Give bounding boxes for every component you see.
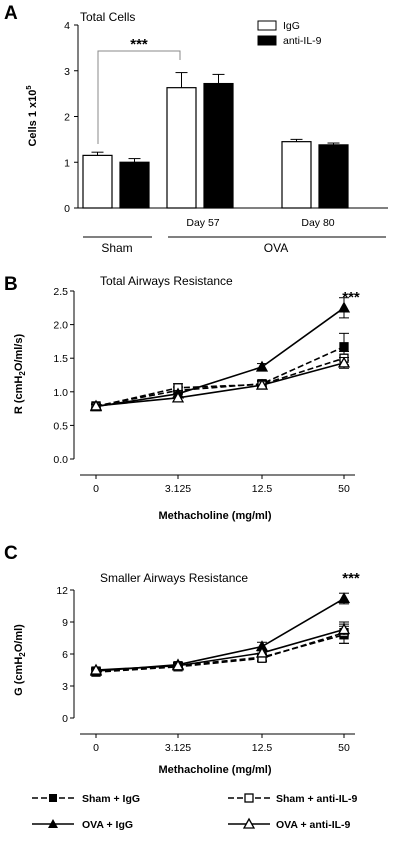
bar-anti-il9 [203,82,234,209]
panel-b-data-point [171,391,185,403]
panel-b-x-tick-label: 0 [93,483,99,495]
panel-b-letter: B [4,274,18,295]
panel-c-data-point [337,592,351,604]
panel-b-y-label: R (cmH2O/ml/s) [13,334,27,415]
legend-ova-igg-label: OVA + IgG [82,819,133,831]
panel-c-data-point [171,659,185,671]
panel-a-y-tick-label: 3 [64,66,70,78]
panel-b-x-tick-label: 3.125 [165,483,191,495]
panel-a-title: Total Cells [80,10,135,24]
panel-b-y-tick-label: 1.5 [53,353,68,365]
panel-a: A Total Cells 0 1 2 3 4 Cells 1 x105 *** IgG… [4,3,388,255]
day80-label: Day 80 [301,217,334,229]
panel-b-data-point [255,360,269,372]
legend-ova-anti-marker [242,817,256,829]
panel-a-letter: A [4,3,18,24]
legend-anti-il9-label: anti-IL-9 [283,35,322,47]
panel-c-data-point [89,663,103,675]
panel-a-sig-bracket [97,50,181,144]
bar-anti-il9 [318,144,349,209]
panel-a-y-tick-label: 0 [64,203,70,215]
ova-group-label: OVA [264,241,288,255]
panel-a-y-tick-label: 1 [64,157,70,169]
panel-b-y-tick-label: 0.5 [53,420,68,432]
panel-b-x-tick-label: 50 [338,483,350,495]
panel-c-data-point [337,623,351,635]
panel-b-data-point [339,342,349,352]
panel-c-y-tick-label: 9 [62,617,68,629]
panel-c-x-label: Methacholine (mg/ml) [158,764,271,776]
panel-b-y-tick-label: 2.5 [53,286,68,298]
panel-b-data-point [255,378,269,390]
sham-group-label: Sham [101,241,132,255]
panel-a-y-ticks: 0 1 2 3 4 [64,20,78,215]
panel-b-y-tick-label: 2.0 [53,320,68,332]
panel-b-plot: 0.0 0.5 1.0 1.5 2.0 2.5 0 3.125 12.5 50 [53,286,355,495]
panel-b-x-label: Methacholine (mg/ml) [158,510,271,522]
panel-c-x-tick-label: 3.125 [165,742,191,754]
legend-sham-igg-label: Sham + IgG [82,793,140,805]
panel-b-series-line [95,346,345,407]
panel-c-series-line [95,631,345,673]
legend-sham-anti-marker [244,793,254,803]
panel-b-y-tick-label: 0.0 [53,454,68,466]
panel-a-y-label: Cells 1 x105 [24,85,39,146]
panel-c-y-tick-label: 12 [56,585,68,597]
panel-c-plot: 0 3 6 9 12 0 3.125 12.5 50 [56,585,355,754]
panel-b-sig-annotation: *** [342,289,360,306]
bar-igg [281,141,312,209]
panel-a-y-tick-label: 2 [64,112,70,124]
bar-igg [82,154,113,209]
panel-c-series-line [95,628,345,671]
day57-label: Day 57 [186,217,219,229]
panel-c-data-point [255,646,269,658]
panel-b-x-tick-label: 12.5 [252,483,273,495]
panel-c-y-label: G (cmH2O/ml) [13,624,27,696]
legend-anti-il9-swatch [257,35,277,46]
panel-c-y-tick-label: 0 [62,713,68,725]
panel-c-series-line [95,597,345,672]
panel-c-y-tick-label: 3 [62,681,68,693]
panel-b-y-tick-label: 1.0 [53,387,68,399]
panel-b: B Total Airways Resistance *** 0.0 0.5 1.0… [4,274,360,522]
panel-b-title: Total Airways Resistance [100,274,233,288]
bar-anti-il9 [119,161,150,209]
panel-c-y-tick-label: 6 [62,649,68,661]
panel-b-data-point [337,301,351,313]
panel-c-x-tick-label: 50 [338,742,350,754]
bar-igg [166,87,197,209]
bottom-legend: Sham + IgG Sham + anti-IL-9 OVA + IgG OV… [32,793,358,831]
legend-sham-anti-label: Sham + anti-IL-9 [276,793,358,805]
panel-b-data-point [89,399,103,411]
panel-c: C Smaller Airways Resistance *** 0369120… [4,543,360,776]
panel-a-sig-annotation: *** [130,36,148,53]
panel-c-letter: C [4,543,18,564]
panel-b-series-line [95,362,345,407]
panel-c-x-tick-label: 12.5 [252,742,273,754]
panel-b-series-line [95,357,345,408]
legend-igg-swatch [257,20,277,31]
legend-igg-label: IgG [283,20,300,32]
panel-c-title: Smaller Airways Resistance [100,571,248,585]
panel-c-x-tick-label: 0 [93,742,99,754]
legend-ova-igg-marker [48,819,58,828]
panel-a-bars [82,72,349,209]
panel-c-sig-annotation: *** [342,570,360,587]
panel-b-data-point [337,356,351,368]
panel-b-series-line [95,307,345,408]
panel-a-y-tick-label: 4 [64,20,70,32]
legend-sham-igg-marker [49,794,57,802]
legend-ova-anti-label: OVA + anti-IL-9 [276,819,351,831]
